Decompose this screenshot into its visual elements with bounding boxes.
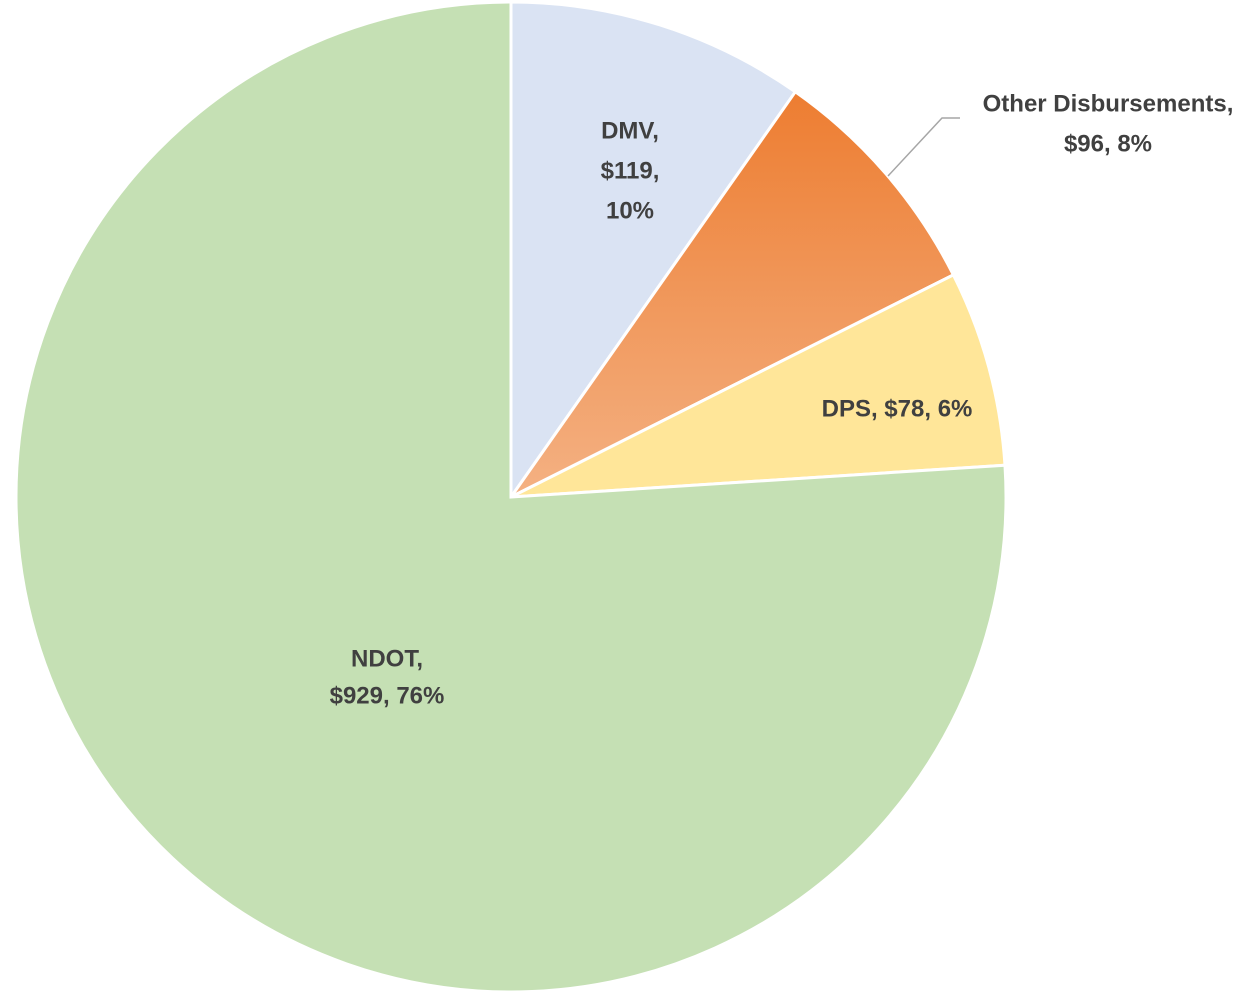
pie-slice [510, 272, 1007, 499]
data-label: NDOT, [351, 645, 423, 672]
data-label: $119, [601, 157, 660, 184]
data-label: DMV, [601, 117, 659, 144]
data-label: $929, 76% [330, 682, 445, 709]
leader-line [887, 117, 960, 177]
data-label: Other Disbursements, [983, 90, 1234, 117]
pie-slice [509, 0, 798, 502]
pie-slice [509, 89, 956, 499]
data-label: 10% [606, 197, 654, 224]
data-label: DPS, $78, 6% [822, 395, 973, 422]
pie-slice [14, 0, 1008, 993]
data-label: $96, 8% [1064, 130, 1152, 157]
